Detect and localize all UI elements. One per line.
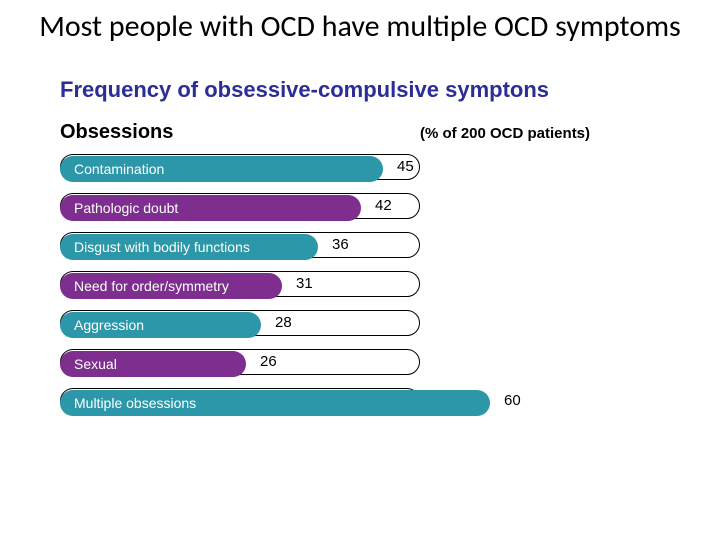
bar-label: Multiple obsessions — [74, 395, 196, 411]
bar-row: Sexual 26 — [60, 349, 700, 379]
bar-rows: Contamination 45 Pathologic doubt 42 Disgust… — [60, 154, 700, 418]
bar-row: Aggression 28 — [60, 310, 700, 340]
bar: Aggression — [60, 312, 261, 338]
bar: Need for order/symmetry — [60, 273, 282, 299]
slide: Most people with OCD have multiple OCD s… — [0, 0, 720, 540]
bar-row: Multiple obsessions 60 — [60, 388, 700, 418]
bar-row: Pathologic doubt 42 — [60, 193, 700, 223]
chart: Frequency of obsessive-compulsive sympto… — [20, 77, 700, 418]
percent-header: (% of 200 OCD patients) — [420, 125, 590, 142]
bar-value: 45 — [397, 154, 414, 180]
bar-row: Disgust with bodily functions 36 — [60, 232, 700, 262]
bar-label: Contamination — [74, 161, 164, 177]
bar: Disgust with bodily functions — [60, 234, 318, 260]
bar-value: 31 — [296, 271, 313, 297]
bar-value: 36 — [332, 232, 349, 258]
bar-value: 26 — [260, 349, 277, 375]
bar-label: Aggression — [74, 317, 144, 333]
bar-value: 28 — [275, 310, 292, 336]
chart-title: Frequency of obsessive-compulsive sympto… — [60, 77, 700, 103]
chart-headers: Obsessions (% of 200 OCD patients) — [60, 121, 700, 144]
bar-row: Contamination 45 — [60, 154, 700, 184]
bar-label: Pathologic doubt — [74, 200, 178, 216]
slide-title: Most people with OCD have multiple OCD s… — [20, 10, 700, 45]
bar-value: 42 — [375, 193, 392, 219]
bar-row: Need for order/symmetry 31 — [60, 271, 700, 301]
bar-label: Sexual — [74, 356, 117, 372]
bar: Multiple obsessions — [60, 390, 490, 416]
bar: Pathologic doubt — [60, 195, 361, 221]
bar-label: Disgust with bodily functions — [74, 239, 250, 255]
bar-label: Need for order/symmetry — [74, 278, 229, 294]
obsessions-header: Obsessions — [60, 121, 420, 144]
bar: Sexual — [60, 351, 246, 377]
bar-value: 60 — [504, 388, 521, 414]
bar: Contamination — [60, 156, 383, 182]
